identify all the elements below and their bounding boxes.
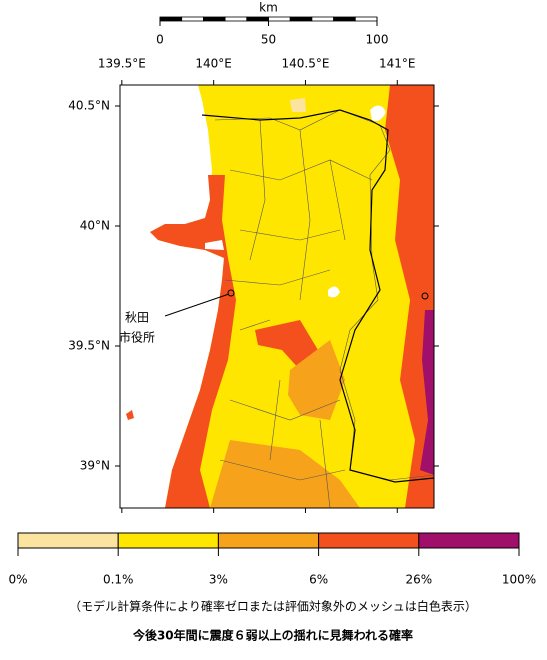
scale-segment	[202, 16, 226, 22]
map	[126, 85, 434, 508]
legend-label: 26%	[405, 573, 432, 587]
scale-unit: km	[259, 1, 278, 15]
scale-label: 0	[156, 33, 164, 47]
city-hall-marker	[227, 289, 235, 297]
place-label: 秋田	[125, 311, 149, 325]
lat-label: 39°N	[80, 459, 110, 473]
scale-segment	[159, 16, 183, 22]
pref-border	[201, 109, 434, 483]
lake	[328, 286, 340, 298]
valley-zone	[288, 340, 345, 420]
low-zone	[290, 98, 306, 112]
islet	[126, 410, 134, 420]
lon-label: 140°E	[195, 57, 232, 71]
east-high-zone	[420, 310, 434, 475]
scale-segment	[289, 16, 313, 22]
legend-swatch	[318, 532, 420, 549]
scale-segment	[311, 16, 334, 22]
lat-label: 39.5°N	[68, 339, 110, 353]
legend-swatch	[418, 532, 520, 549]
scale-segment	[333, 16, 356, 22]
scale-segment	[181, 16, 204, 22]
map-frame	[119, 84, 435, 509]
legend-label: 0%	[8, 573, 27, 587]
legend-swatch	[117, 532, 219, 549]
leader-line	[164, 293, 230, 317]
coastal-zone	[150, 175, 236, 508]
legend-label: 3%	[209, 573, 228, 587]
place-label: 市役所	[119, 330, 155, 345]
lon-label: 139.5°E	[98, 57, 146, 71]
lake	[205, 240, 224, 250]
scale-label: 50	[261, 33, 276, 47]
scale-label: 100	[366, 33, 389, 47]
lon-label: 140.5°E	[281, 57, 329, 71]
east-zone	[385, 85, 434, 508]
city-marker	[421, 292, 429, 300]
scale-segment	[246, 16, 269, 22]
legend-label: 0.1%	[103, 573, 134, 587]
lon-label: 141°E	[379, 57, 416, 71]
lat-label: 40°N	[80, 219, 110, 233]
legend-swatch	[17, 532, 119, 549]
scale-segment	[224, 16, 248, 22]
lake	[370, 105, 386, 121]
scale-segment	[354, 16, 378, 22]
legend-note: （モデル計算条件により確率ゼロまたは評価対象外のメッシュは白色表示）	[69, 599, 477, 614]
legend-label: 6%	[309, 573, 328, 587]
legend-title: 今後30年間に震度６弱以上の揺れに見舞われる確率	[132, 628, 413, 643]
lat-label: 40.5°N	[68, 99, 110, 113]
scale-segment	[268, 16, 291, 22]
legend-label: 100%	[502, 573, 536, 587]
south-zone	[210, 440, 360, 508]
legend-swatch	[217, 532, 320, 549]
basin-zone	[255, 320, 318, 370]
